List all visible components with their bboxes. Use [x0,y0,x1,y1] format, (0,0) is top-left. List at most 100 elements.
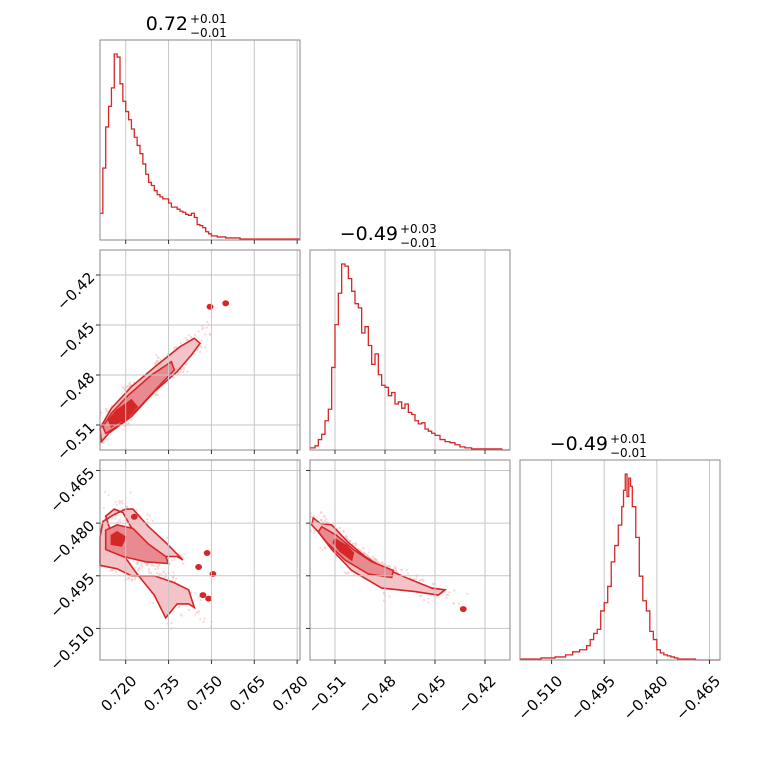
scatter-point [392,567,395,571]
pair-2-contour-island [459,606,467,613]
scatter-point [427,601,430,604]
scatter-point [118,502,121,505]
title-layer: 0.72 +0.01−0.01−0.49 +0.03−0.01−0.49 +0.01−… [146,12,647,460]
scatter-point [107,438,110,441]
scatter-point [349,539,352,542]
y-tick-label-param-3: −0.480 [46,517,98,569]
scatter-point [117,500,121,503]
x-tick-label-param-1: 0.720 [97,672,140,715]
x-tick-label-param-1: 0.780 [269,672,312,715]
scatter-point [362,547,365,550]
panel-frame-0-0 [99,39,301,241]
scatter-point [422,599,426,602]
scatter-point [342,530,345,533]
scatter-point [325,517,328,521]
scatter-point [146,562,149,565]
scatter-point [146,518,149,521]
scatter-point [133,578,136,581]
scatter-point [183,366,186,369]
scatter-point [132,560,135,563]
scatter-point [173,346,176,349]
scatter-point [172,571,175,574]
scatter-point [179,554,182,557]
scatter-point [367,551,370,554]
scatter-point [175,577,178,580]
pair-1-contour-level-1 [99,508,196,620]
scatter-point [170,622,173,625]
title-param-1-minus: −0.01 [190,26,227,40]
histogram-param-3 [520,473,720,661]
x-tick-label-param-2: −0.48 [355,672,400,717]
scatter-point [159,358,163,361]
scatter-point [355,544,358,547]
scatter-point [182,371,185,374]
scatter-point [418,579,421,582]
title-param-2-minus: −0.01 [400,236,437,250]
x-tick-label-param-3: −0.510 [514,672,566,724]
scatter-point [182,562,185,565]
scatter-point [153,565,156,568]
scatter-point [202,326,205,329]
scatter-point [111,569,114,572]
scatter-point [372,558,376,561]
scatter-point [199,350,202,354]
scatter-point [198,610,201,613]
scatter-point [157,356,160,359]
scatter-point [163,576,166,579]
scatter-point [400,568,403,571]
scatter-point [135,508,138,512]
scatter-point [406,572,410,575]
pair-1-contour-island [203,549,211,556]
x-tick-label-param-3: −0.465 [672,672,724,724]
scatter-point [418,595,422,598]
scatter-point [109,569,113,572]
scatter-point [436,595,439,598]
scatter-point [181,556,184,559]
panel-frame-1-0 [99,249,301,451]
scatter-point [157,563,160,566]
scatter-point [381,562,384,565]
scatter-point [313,530,316,533]
scatter-point [180,614,183,617]
scatter-point [452,602,455,605]
scatter-point [171,576,174,579]
pair-2-contour-level-3 [332,537,355,562]
scatter-point [121,502,124,505]
scatter-point [353,542,357,545]
histogram-param-2 [310,263,510,451]
scatter-point [172,376,175,380]
scatter-point [179,370,182,373]
y-tick-label-param-2: −0.51 [53,419,98,464]
scatter-point [114,514,117,517]
scatter-point [114,570,117,573]
x-tick-label-param-1: 0.735 [140,672,183,715]
scatter-point [140,564,143,567]
scatter-point [135,562,138,565]
scatter-point [157,567,160,570]
scatter-point [320,511,323,514]
scatter-point [107,494,110,497]
scatter-point [323,519,327,523]
scatter-point [177,371,180,374]
scatter-point [185,363,188,366]
title-param-1-plus: +0.01 [190,12,227,26]
scatter-point [184,337,187,340]
scatter-point [193,333,197,337]
pair-1-contour-island [130,513,138,520]
panel-frame-2-1 [309,459,511,661]
scatter-point [151,519,154,523]
scatter-point [420,578,423,581]
scatter-point [152,601,155,604]
scatter-point [130,419,133,422]
scatter-point [155,572,158,575]
scatter-point [119,500,122,503]
x-tick-label-param-3: −0.495 [567,672,619,724]
scatter-point [128,576,131,579]
scatter-point [148,514,151,517]
scatter-point [137,568,140,571]
scatter-point [321,548,324,552]
scatter-point [134,566,137,570]
scatter-point [204,333,207,336]
scatter-point [114,517,117,520]
scatter-point [319,546,322,549]
